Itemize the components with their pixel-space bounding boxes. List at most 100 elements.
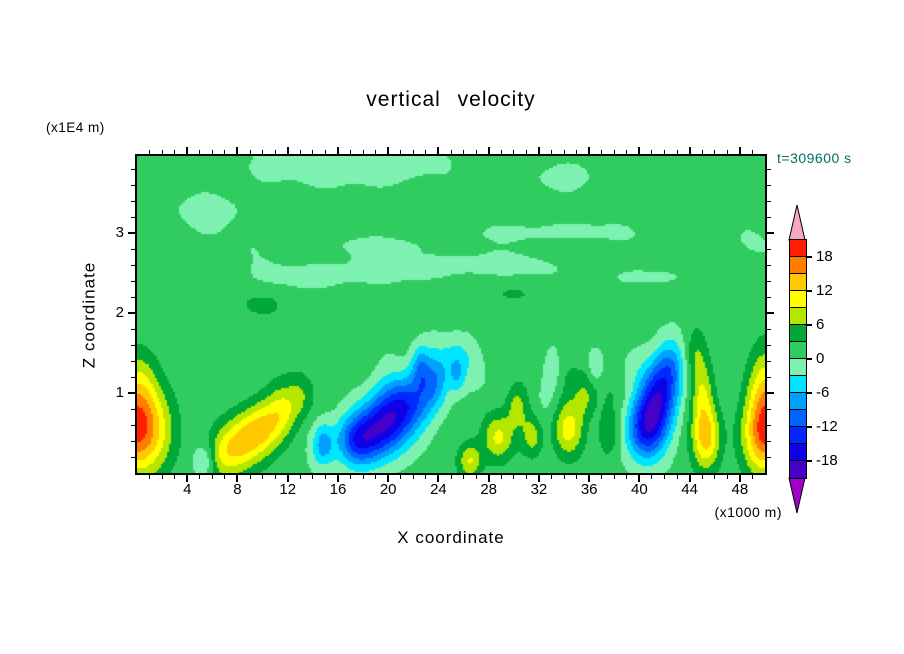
x-major-tick (537, 147, 540, 154)
z-minor-tick (131, 280, 135, 282)
z-minor-tick (767, 248, 771, 250)
x-major-tick (487, 475, 490, 482)
x-major-tick (236, 147, 239, 154)
plot-frame (135, 154, 767, 475)
x-minor-tick (513, 475, 515, 479)
x-axis-unit: (x1000 m) (714, 504, 782, 520)
z-axis-unit: (x1E4 m) (46, 120, 105, 135)
x-major-tick (437, 475, 440, 482)
x-minor-tick (576, 150, 578, 154)
x-tick-label: 44 (681, 481, 698, 498)
x-minor-tick (676, 150, 678, 154)
x-minor-tick (274, 150, 276, 154)
x-minor-tick (425, 475, 427, 479)
x-minor-tick (714, 150, 716, 154)
x-major-tick (487, 147, 490, 154)
z-major-tick (128, 392, 135, 394)
colorbar-segment (789, 460, 807, 479)
colorbar-tick-label: -18 (816, 452, 838, 469)
x-minor-tick (550, 475, 552, 479)
x-minor-tick (475, 475, 477, 479)
z-minor-tick (131, 296, 135, 298)
z-minor-tick (131, 408, 135, 410)
x-minor-tick (149, 150, 151, 154)
x-major-tick (236, 475, 239, 482)
x-tick-label: 32 (530, 481, 548, 498)
x-tick-label: 36 (580, 481, 598, 498)
z-major-tick (767, 312, 774, 314)
x-minor-tick (312, 150, 314, 154)
colorbar-tick-label: 6 (816, 316, 825, 333)
x-minor-tick (312, 475, 314, 479)
x-major-tick (688, 475, 691, 482)
x-minor-tick (500, 150, 502, 154)
z-minor-tick (131, 360, 135, 362)
colorbar-arrow-low (788, 477, 806, 514)
z-minor-tick (767, 440, 771, 442)
x-minor-tick (726, 150, 728, 154)
x-tick-label: 24 (430, 481, 447, 498)
x-minor-tick (375, 475, 377, 479)
x-minor-tick (362, 475, 364, 479)
x-minor-tick (664, 475, 666, 479)
x-minor-tick (400, 150, 402, 154)
x-major-tick (336, 475, 339, 482)
colorbar-tick-label: 12 (816, 282, 833, 299)
colorbar-tick (807, 290, 812, 292)
x-minor-tick (525, 150, 527, 154)
x-major-tick (738, 475, 741, 482)
x-minor-tick (676, 475, 678, 479)
x-minor-tick (262, 150, 264, 154)
x-minor-tick (576, 475, 578, 479)
x-minor-tick (601, 150, 603, 154)
x-minor-tick (324, 150, 326, 154)
z-minor-tick (767, 456, 771, 458)
x-minor-tick (651, 150, 653, 154)
x-minor-tick (149, 475, 151, 479)
x-major-tick (638, 475, 641, 482)
x-major-tick (588, 475, 591, 482)
colorbar-arrow-high (788, 204, 806, 241)
x-minor-tick (751, 475, 753, 479)
x-minor-tick (224, 150, 226, 154)
colorbar-tick-label: 18 (816, 248, 833, 265)
x-minor-tick (174, 475, 176, 479)
z-minor-tick (131, 264, 135, 266)
time-stamp: t=309600 s (777, 150, 852, 166)
colorbar-tick (807, 358, 812, 360)
contour-plot-canvas (137, 156, 765, 473)
x-minor-tick (601, 475, 603, 479)
z-major-tick (128, 232, 135, 234)
x-minor-tick (350, 475, 352, 479)
x-tick-label: 20 (379, 481, 397, 498)
x-minor-tick (350, 150, 352, 154)
x-major-tick (387, 147, 390, 154)
x-minor-tick (463, 150, 465, 154)
x-minor-tick (262, 475, 264, 479)
x-minor-tick (375, 150, 377, 154)
z-minor-tick (767, 168, 771, 170)
x-minor-tick (563, 475, 565, 479)
x-minor-tick (626, 475, 628, 479)
x-minor-tick (274, 475, 276, 479)
x-major-tick (286, 147, 289, 154)
z-minor-tick (131, 376, 135, 378)
z-major-tick (767, 392, 774, 394)
x-minor-tick (174, 150, 176, 154)
x-major-tick (738, 147, 741, 154)
z-tick-label: 3 (115, 224, 124, 241)
z-minor-tick (767, 264, 771, 266)
x-axis-label: X coordinate (397, 528, 505, 547)
x-minor-tick (525, 475, 527, 479)
colorbar-tick (807, 460, 812, 462)
x-minor-tick (563, 150, 565, 154)
colorbar-tick (807, 324, 812, 326)
x-minor-tick (224, 475, 226, 479)
z-minor-tick (131, 216, 135, 218)
colorbar-tick (807, 392, 812, 394)
x-minor-tick (161, 475, 163, 479)
x-tick-label: 40 (631, 481, 648, 498)
x-minor-tick (324, 475, 326, 479)
z-minor-tick (131, 424, 135, 426)
